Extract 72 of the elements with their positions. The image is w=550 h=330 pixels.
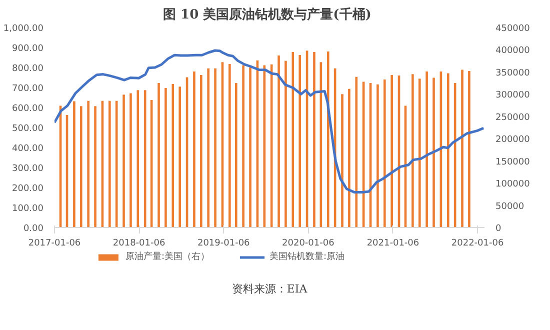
- bar: [122, 94, 125, 228]
- y2-tick-label: 150000: [496, 157, 530, 168]
- y-tick-label: 500.00: [12, 124, 44, 134]
- bar: [355, 76, 358, 228]
- y-tick-label: 300.00: [12, 164, 44, 174]
- line-series: [54, 49, 484, 194]
- x-tick-label: 2021-01-06: [366, 238, 420, 248]
- y-tick-label: 0.00: [23, 224, 44, 234]
- x-tick-label: 2020-01-06: [282, 238, 335, 248]
- x-tick-label: 2022-01-06: [451, 238, 504, 248]
- bar: [73, 101, 76, 228]
- bar: [130, 93, 132, 228]
- y2-tick-label: 0: [496, 224, 502, 234]
- y2-tick-label: 50000: [496, 202, 524, 212]
- y2-tick-label: 400000: [496, 46, 530, 56]
- bar: [468, 71, 470, 228]
- bar: [313, 52, 316, 228]
- bar: [200, 75, 202, 228]
- y-tick-label: 800.00: [12, 64, 44, 74]
- bar: [461, 70, 464, 228]
- bar: [278, 56, 280, 228]
- bar: [418, 78, 421, 228]
- bar: [214, 68, 216, 228]
- bar: [234, 83, 238, 228]
- bar: [412, 74, 414, 228]
- text: 资料来源：EIA: [232, 282, 308, 296]
- bar: [164, 88, 167, 228]
- y2-tick-label: 300000: [496, 90, 530, 101]
- y2-tick-label: 450000: [496, 24, 530, 34]
- bar: [298, 55, 302, 228]
- bar: [108, 100, 111, 228]
- y2-tick-label: 200000: [496, 135, 530, 146]
- bar: [158, 83, 160, 228]
- bar: [284, 60, 287, 228]
- y2-tick-label: 250000: [496, 112, 530, 123]
- bar: [193, 72, 196, 228]
- bar: [432, 78, 435, 228]
- bar: [80, 106, 82, 228]
- y-tick-label: 1,000.00: [3, 24, 44, 34]
- y-tick-label: 200.00: [12, 184, 44, 194]
- bar: [383, 80, 386, 228]
- legend-label: 原油产量:美国（右）: [125, 250, 210, 263]
- bar: [446, 73, 450, 228]
- bar: [390, 75, 393, 228]
- y-tick-label: 600.00: [12, 104, 44, 114]
- bar: [326, 52, 330, 228]
- bar: [292, 52, 294, 228]
- bar: [207, 68, 210, 228]
- x-tick-label: 2017-01-06: [28, 238, 81, 248]
- chart-title: 图 10 美国原油钻机数与产量(千桶): [163, 6, 372, 22]
- bar: [348, 88, 350, 228]
- bar: [228, 64, 231, 228]
- bar: [426, 72, 428, 228]
- y2-tick-label: 100000: [496, 180, 530, 190]
- bar: [172, 84, 174, 228]
- y2-tick-label: 350000: [496, 68, 530, 78]
- bar: [263, 65, 266, 228]
- bar: [87, 100, 90, 228]
- x-tick-label: 2018-01-06: [112, 238, 166, 248]
- y-tick-label: 100.00: [12, 204, 44, 214]
- y-tick-label: 900.00: [12, 44, 44, 54]
- x-tick-label: 2019-01-06: [197, 238, 250, 248]
- y-tick-label: 400.00: [12, 144, 44, 154]
- legend-label: 美国钻机数量:原油: [269, 250, 345, 263]
- bar: [178, 86, 181, 228]
- bar: [376, 84, 379, 228]
- bar: [249, 68, 252, 228]
- bar: [242, 65, 244, 228]
- bar: [136, 90, 140, 228]
- bar: [341, 94, 344, 228]
- y-tick-label: 700.00: [12, 84, 44, 94]
- bar: [94, 106, 96, 228]
